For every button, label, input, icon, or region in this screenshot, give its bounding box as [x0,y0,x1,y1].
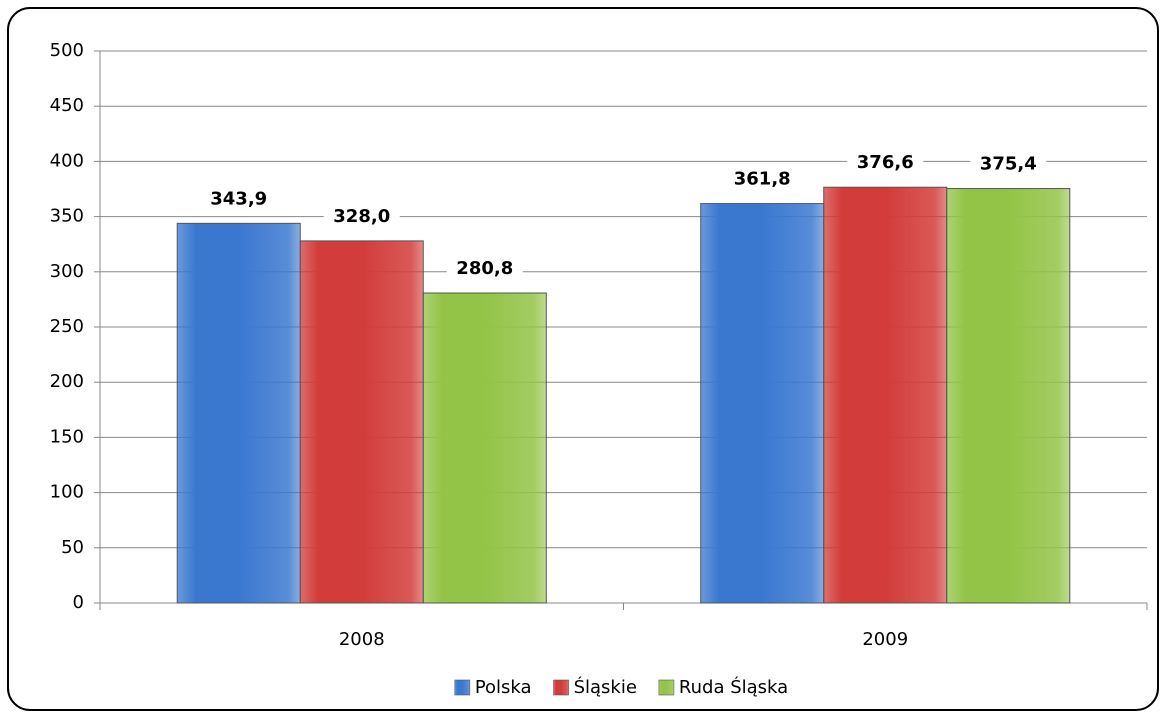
value-label: 361,8 [734,169,791,190]
value-label: 343,9 [210,188,267,209]
bar [176,222,301,604]
bar [946,188,1071,604]
value-label-bg [323,203,400,230]
legend-label: Ruda Śląska [679,676,788,698]
legend-label: Polska [475,677,532,698]
bar [700,203,825,604]
y-tick-label: 300 [50,261,84,282]
legend-swatch [658,679,675,696]
value-label-bg [200,186,277,213]
y-tick-label: 100 [50,482,84,503]
value-label: 375,4 [980,154,1037,175]
legend-swatch [553,679,569,696]
value-label-bg [970,151,1047,178]
y-tick-label: 400 [50,150,84,171]
value-label-bg [847,150,924,177]
bar [299,240,424,604]
value-label-bg [724,166,801,193]
y-tick-label: 0 [73,592,84,613]
x-tick-label: 2009 [862,629,908,650]
y-tick-label: 500 [50,40,84,61]
y-tick-label: 350 [50,206,84,227]
y-tick-label: 150 [50,426,84,447]
y-tick-label: 250 [50,316,84,337]
y-tick-label: 450 [50,95,84,116]
x-tick-label: 2008 [339,629,385,650]
value-label: 328,0 [333,206,390,227]
y-tick-label: 200 [50,371,84,392]
bar [422,292,547,604]
y-tick-label: 50 [61,537,84,558]
bar [823,186,948,604]
legend-label: Śląskie [574,676,637,698]
value-label: 280,8 [456,258,513,279]
legend-swatch [454,679,471,696]
value-label: 376,6 [857,152,914,173]
value-label-bg [446,255,523,282]
